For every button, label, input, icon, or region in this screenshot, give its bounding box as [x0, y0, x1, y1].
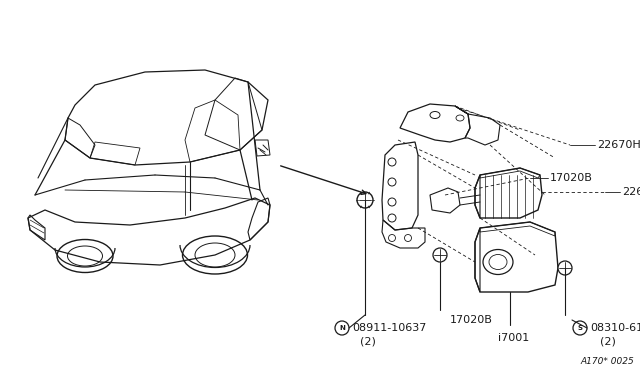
Text: A170* 0025: A170* 0025	[580, 357, 634, 366]
Text: 08911-10637: 08911-10637	[352, 323, 426, 333]
Text: N: N	[339, 325, 345, 331]
Text: 17020B: 17020B	[550, 173, 593, 183]
Text: S: S	[577, 325, 582, 331]
Circle shape	[433, 248, 447, 262]
Circle shape	[388, 178, 396, 186]
Circle shape	[388, 214, 396, 222]
Circle shape	[573, 321, 587, 335]
Text: 22670H: 22670H	[597, 140, 640, 150]
Text: (2): (2)	[600, 337, 616, 347]
Circle shape	[357, 192, 373, 208]
Circle shape	[404, 234, 412, 241]
Text: 08310-61262: 08310-61262	[590, 323, 640, 333]
Circle shape	[388, 198, 396, 206]
Circle shape	[335, 321, 349, 335]
Text: 17020B: 17020B	[450, 315, 493, 325]
Text: (2): (2)	[360, 337, 376, 347]
Text: 22697M: 22697M	[622, 187, 640, 197]
Circle shape	[388, 158, 396, 166]
Text: i7001: i7001	[498, 333, 529, 343]
Circle shape	[388, 234, 396, 241]
Circle shape	[558, 261, 572, 275]
